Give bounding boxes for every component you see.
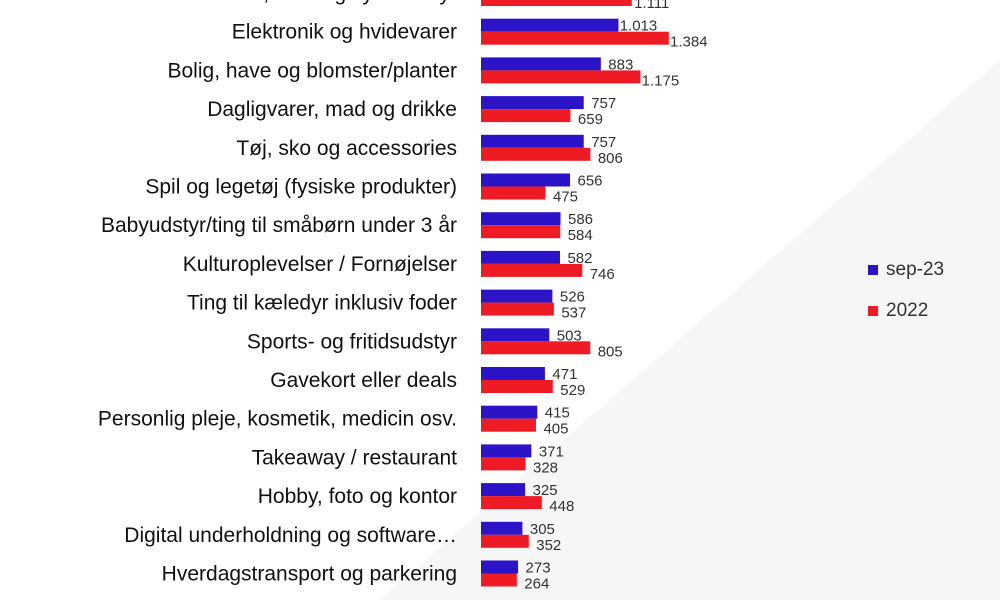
bars [481, 0, 669, 587]
value-label-2022: 328 [533, 459, 558, 476]
value-label-2022: 448 [549, 498, 574, 515]
bar-sep23 [481, 328, 550, 342]
value-label-sep23: 757 [591, 95, 616, 112]
value-label-sep23: 656 [578, 173, 603, 190]
category-label: Hobby, foto og kontor [258, 485, 457, 508]
bar-sep23 [481, 212, 561, 226]
bar-2022 [481, 31, 669, 45]
bar-2022 [481, 534, 529, 548]
bar-sep23 [481, 57, 601, 71]
legend-item-sep23: sep-23 [868, 258, 988, 282]
value-label-sep23: 503 [557, 327, 582, 344]
bar-2022 [481, 263, 583, 277]
bar-2022 [481, 147, 591, 161]
value-label-2022: 805 [598, 343, 623, 360]
bar-2022 [481, 418, 536, 432]
bar-2022 [481, 341, 591, 355]
bar-2022 [481, 457, 526, 471]
value-label-2022: 1.111 [634, 0, 669, 12]
bar-sep23 [481, 560, 519, 574]
bar-2022 [481, 573, 517, 587]
bar-2022 [481, 496, 542, 510]
category-label: Sports- og fritidsudstyr [247, 330, 457, 353]
bar-sep23 [481, 483, 526, 497]
value-label-sep23: 371 [539, 443, 564, 460]
bar-sep23 [481, 521, 523, 535]
bar-sep23 [481, 250, 560, 264]
bar-2022 [481, 302, 554, 316]
bar-sep23 [481, 173, 571, 187]
value-label-sep23: 273 [526, 560, 551, 577]
value-label-2022: 659 [578, 111, 603, 128]
category-label: Bolig, have og blomster/planter [168, 59, 458, 82]
value-label-sep23: 471 [552, 366, 577, 383]
value-label-2022: 529 [560, 382, 585, 399]
legend-item-2022: 2022 [868, 299, 988, 323]
value-label-sep23: 325 [533, 482, 558, 499]
category-label: Ting til kæledyr inklusiv foder [187, 292, 457, 315]
category-label: Gavekort eller deals [270, 369, 457, 392]
value-label-2022: 1.384 [670, 34, 708, 51]
value-label-sep23: 305 [530, 521, 555, 538]
category-label: Digital underholdning og software… [124, 524, 457, 547]
value-label-sep23: 1.013 [620, 18, 658, 35]
value-labels: 1.1111.0131.3848831.17575765975780665647… [524, 0, 707, 593]
bar-sep23 [481, 289, 553, 303]
value-label-2022: 405 [543, 421, 568, 438]
value-label-2022: 584 [568, 227, 593, 244]
category-label: Elektronik og hvidevarer [232, 21, 457, 44]
category-label: Spil og legetøj (fysiske produkter) [145, 176, 457, 199]
category-labels: Auto-, båd- og cykeludstyr Elektronik og … [98, 0, 457, 586]
value-label-sep23: 582 [567, 250, 592, 267]
value-label-2022: 746 [590, 266, 615, 283]
bar-2022 [481, 186, 546, 200]
value-label-2022: 352 [536, 537, 561, 554]
bar-2022 [481, 109, 571, 123]
bar-2022 [481, 380, 553, 393]
category-label: Takeaway / restaurant [252, 446, 458, 469]
category-label: Auto-, båd- og cykeludstyr [213, 0, 457, 5]
value-label-2022: 1.175 [642, 72, 680, 89]
legend-swatch-sep23 [868, 265, 878, 275]
value-label-2022: 537 [561, 305, 586, 322]
legend-label-2022: 2022 [886, 300, 929, 321]
bar-2022 [481, 0, 632, 6]
bar-sep23 [481, 134, 584, 148]
category-label: Kulturoplevelser / Fornøjelser [183, 253, 457, 276]
legend-label-sep23: sep-23 [886, 259, 945, 280]
value-label-sep23: 757 [591, 134, 616, 151]
value-label-sep23: 415 [545, 405, 570, 422]
category-label: Dagligvarer, mad og drikke [207, 98, 457, 121]
bar-sep23 [481, 444, 532, 458]
category-label: Tøj, sko og accessories [236, 137, 457, 160]
bar-2022 [481, 225, 561, 239]
bar-sep23 [481, 367, 545, 380]
category-label: Babyudstyr/ting til småbørn under 3 år [101, 214, 457, 237]
bar-sep23 [481, 405, 538, 419]
value-label-2022: 264 [524, 576, 549, 593]
legend-swatch-2022 [868, 306, 878, 316]
category-label: Personlig pleje, kosmetik, medicin osv. [98, 408, 457, 431]
bar-sep23 [481, 96, 584, 110]
value-label-2022: 475 [553, 189, 578, 206]
value-label-sep23: 883 [608, 56, 633, 73]
value-label-2022: 806 [598, 150, 623, 167]
value-label-sep23: 526 [560, 289, 585, 306]
bar-2022 [481, 70, 641, 84]
value-label-sep23: 586 [568, 211, 593, 228]
bar-sep23 [481, 18, 619, 32]
category-label: Hverdagstransport og parkering [162, 563, 457, 586]
